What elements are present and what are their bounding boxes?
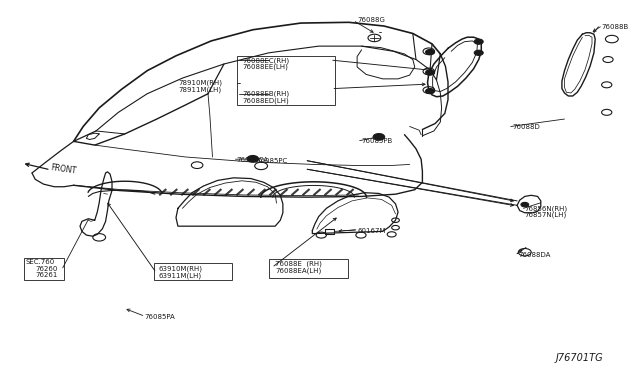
Text: 76088D: 76088D: [512, 124, 540, 130]
Text: 78910M(RH): 78910M(RH): [178, 79, 222, 86]
Circle shape: [373, 134, 385, 140]
Text: 76088CA: 76088CA: [237, 157, 269, 163]
Text: 76088EE(LH): 76088EE(LH): [242, 64, 288, 70]
Circle shape: [426, 49, 435, 55]
Circle shape: [521, 202, 529, 207]
Text: 63911M(LH): 63911M(LH): [159, 272, 202, 279]
Text: 60167M: 60167M: [357, 228, 386, 234]
Text: 76261: 76261: [35, 272, 58, 278]
Text: 76857N(LH): 76857N(LH): [525, 212, 567, 218]
Text: 76088DA: 76088DA: [518, 252, 551, 258]
Text: FRONT: FRONT: [50, 163, 77, 176]
Text: 76085PA: 76085PA: [144, 314, 175, 320]
Text: SEC.760: SEC.760: [26, 259, 55, 265]
Text: 76088G: 76088G: [357, 17, 385, 23]
Text: 76085PB: 76085PB: [362, 138, 393, 144]
Text: 76088EA(LH): 76088EA(LH): [275, 267, 321, 274]
Text: 76088E  (RH): 76088E (RH): [275, 261, 322, 267]
Circle shape: [474, 39, 483, 44]
Circle shape: [474, 50, 483, 55]
Text: 76088B: 76088B: [602, 24, 629, 30]
Text: 76088ED(LH): 76088ED(LH): [242, 97, 289, 104]
Text: 76085PC: 76085PC: [256, 158, 287, 164]
Text: 76856N(RH): 76856N(RH): [525, 205, 568, 212]
Circle shape: [426, 70, 435, 75]
Text: 78911M(LH): 78911M(LH): [178, 86, 221, 93]
Text: 76088EC(RH): 76088EC(RH): [242, 57, 289, 64]
Circle shape: [426, 89, 435, 94]
Text: J76701TG: J76701TG: [556, 353, 603, 363]
Circle shape: [247, 155, 259, 162]
Text: 63910M(RH): 63910M(RH): [159, 265, 203, 272]
Text: 76088EB(RH): 76088EB(RH): [242, 90, 289, 97]
Text: 76260: 76260: [35, 266, 58, 272]
